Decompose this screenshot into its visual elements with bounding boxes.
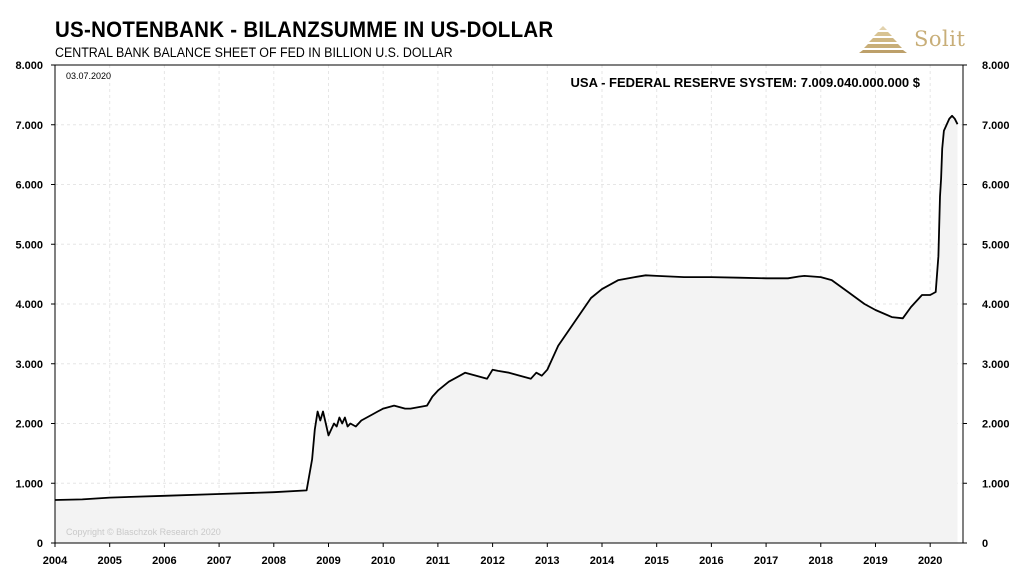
x-tick-label: 2009 — [316, 555, 340, 567]
y-tick-label-left: 8.000 — [15, 60, 43, 72]
y-tick-label-left: 6.000 — [15, 180, 43, 192]
x-tick-label: 2011 — [426, 555, 450, 567]
y-tick-label-right: 8.000 — [982, 60, 1010, 72]
x-tick-label: 2016 — [699, 555, 723, 567]
y-axis-right: 0 1.000 2.000 3.000 4.000 5.000 6.000 7.000 8.00… — [963, 60, 1010, 550]
y-tick-label-right: 3.000 — [982, 359, 1010, 371]
x-tick-label: 2008 — [262, 555, 286, 567]
y-tick-label-right: 6.000 — [982, 180, 1010, 192]
x-tick-label: 2020 — [918, 555, 942, 567]
x-tick-label: 2017 — [754, 555, 778, 567]
y-tick-label-left: 3.000 — [15, 359, 43, 371]
x-axis: 2004 2005 2006 2007 2008 2009 2010 2011 2012 2013… — [43, 543, 942, 567]
date-label: 03.07.2020 — [66, 71, 111, 81]
pyramid-logo-icon — [859, 26, 907, 53]
x-tick-label: 2015 — [644, 555, 668, 567]
y-tick-label-left: 4.000 — [15, 299, 43, 311]
y-tick-label-left: 2.000 — [15, 419, 43, 431]
x-tick-label: 2012 — [480, 555, 504, 567]
y-tick-label-right: 1.000 — [982, 478, 1010, 490]
chart-title: US-NOTENBANK - BILANZSUMME IN US-DOLLAR — [55, 17, 554, 42]
logo-text: Solit — [914, 27, 966, 51]
y-tick-label-right: 4.000 — [982, 299, 1010, 311]
x-tick-label: 2007 — [207, 555, 231, 567]
series-line-fed-balance — [54, 114, 959, 501]
chart-annotation: USA - FEDERAL RESERVE SYSTEM: 7.009.040.… — [571, 75, 921, 90]
y-tick-label-right: 0 — [982, 538, 988, 550]
y-tick-label-left: 7.000 — [15, 120, 43, 132]
series-area-fill — [55, 115, 958, 544]
copyright-note: Copyright © Blaschzok Research 2020 — [66, 527, 221, 537]
solit-logo: Solit — [858, 24, 968, 54]
x-tick-label: 2013 — [535, 555, 559, 567]
x-tick-label: 2004 — [43, 555, 68, 567]
y-tick-label-left: 0 — [37, 538, 43, 550]
x-tick-label: 2014 — [590, 555, 615, 567]
y-tick-label-left: 5.000 — [15, 239, 43, 251]
x-tick-label: 2019 — [863, 555, 887, 567]
x-tick-label: 2005 — [97, 555, 121, 567]
y-tick-label-right: 5.000 — [982, 239, 1010, 251]
y-tick-label-right: 2.000 — [982, 419, 1010, 431]
chart-subtitle: CENTRAL BANK BALANCE SHEET OF FED IN BIL… — [55, 45, 453, 60]
x-tick-label: 2010 — [371, 555, 395, 567]
y-axis-left: 0 1.000 2.000 3.000 4.000 5.000 6.000 7.000 8.00… — [15, 60, 55, 550]
y-tick-label-right: 7.000 — [982, 120, 1010, 132]
x-tick-label: 2006 — [152, 555, 176, 567]
y-tick-label-left: 1.000 — [15, 478, 43, 490]
x-tick-label: 2018 — [809, 555, 833, 567]
